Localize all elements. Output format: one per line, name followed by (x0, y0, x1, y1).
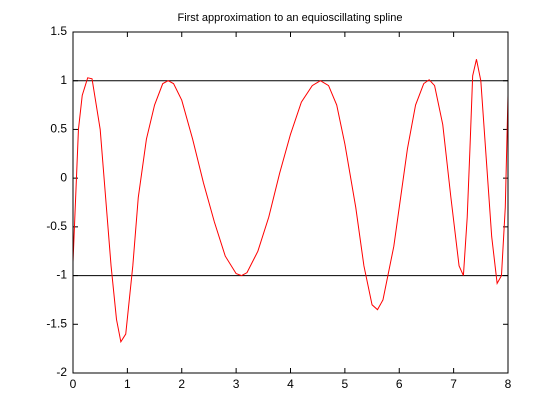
y-tick-label: 0.5 (50, 122, 67, 136)
y-tick-label: 0 (60, 170, 67, 184)
axes-box (72, 31, 509, 374)
x-tick-label: 3 (233, 377, 240, 391)
x-tick-label: 6 (396, 377, 403, 391)
line (72, 59, 509, 344)
y-tick-label: -2 (56, 365, 67, 379)
x-tick-label: 2 (178, 377, 185, 391)
y-tick-label: -0.5 (46, 219, 67, 233)
chart-title: First approximation to an equioscillatin… (177, 12, 402, 24)
x-tick-label: 8 (505, 377, 512, 391)
x-tick-label: 7 (450, 377, 457, 391)
y-tick-label: -1 (56, 268, 67, 282)
x-tick-label: 4 (287, 377, 294, 391)
y-tick-label: 1.5 (50, 24, 67, 38)
x-tick-label: 1 (124, 377, 131, 391)
x-tick-label: 5 (342, 377, 349, 391)
y-tick-label: -1.5 (46, 316, 67, 330)
x-tick-label: 0 (70, 377, 77, 391)
y-tick-label: 1 (60, 73, 67, 87)
